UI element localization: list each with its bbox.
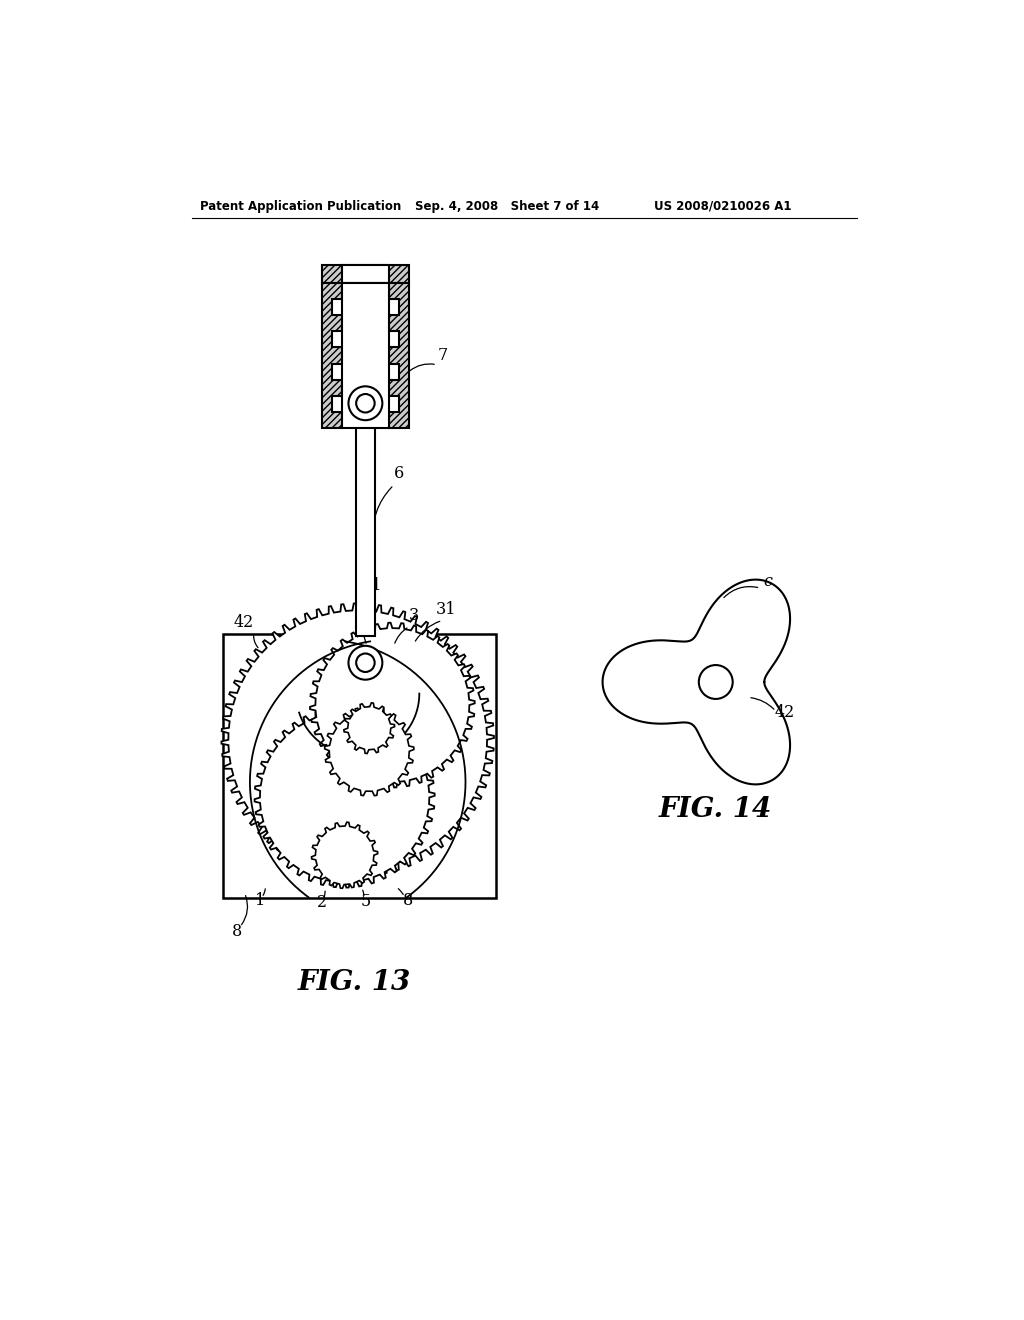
Polygon shape — [388, 284, 410, 428]
Text: 8: 8 — [402, 891, 413, 908]
Text: Patent Application Publication: Patent Application Publication — [200, 199, 401, 213]
Text: FIG. 13: FIG. 13 — [297, 969, 411, 995]
Bar — [342, 284, 388, 428]
Text: 3: 3 — [409, 607, 419, 624]
Circle shape — [356, 653, 375, 672]
Polygon shape — [325, 706, 414, 796]
Polygon shape — [311, 822, 378, 888]
Circle shape — [356, 395, 375, 413]
Bar — [223, 635, 497, 898]
Circle shape — [348, 645, 382, 680]
Text: Sep. 4, 2008   Sheet 7 of 14: Sep. 4, 2008 Sheet 7 of 14 — [416, 199, 600, 213]
Text: 42: 42 — [775, 704, 796, 721]
Text: 5: 5 — [360, 894, 371, 909]
Text: 6: 6 — [393, 465, 403, 482]
Text: 51: 51 — [361, 577, 382, 594]
Polygon shape — [255, 708, 435, 887]
Text: 7: 7 — [437, 347, 447, 364]
Text: 1: 1 — [255, 892, 265, 909]
Text: FIG. 14: FIG. 14 — [659, 796, 772, 822]
Polygon shape — [322, 284, 342, 428]
Text: 42: 42 — [233, 614, 254, 631]
Text: 8: 8 — [231, 923, 242, 940]
Text: 2: 2 — [316, 894, 327, 911]
Polygon shape — [221, 603, 494, 876]
Polygon shape — [344, 702, 394, 754]
Bar — [322, 264, 410, 284]
Polygon shape — [310, 623, 475, 788]
Bar — [342, 264, 388, 284]
Text: c: c — [764, 573, 773, 590]
Text: 31: 31 — [436, 601, 457, 618]
Circle shape — [348, 387, 382, 420]
Polygon shape — [356, 420, 375, 636]
Text: US 2008/0210026 A1: US 2008/0210026 A1 — [654, 199, 792, 213]
Circle shape — [698, 665, 733, 700]
